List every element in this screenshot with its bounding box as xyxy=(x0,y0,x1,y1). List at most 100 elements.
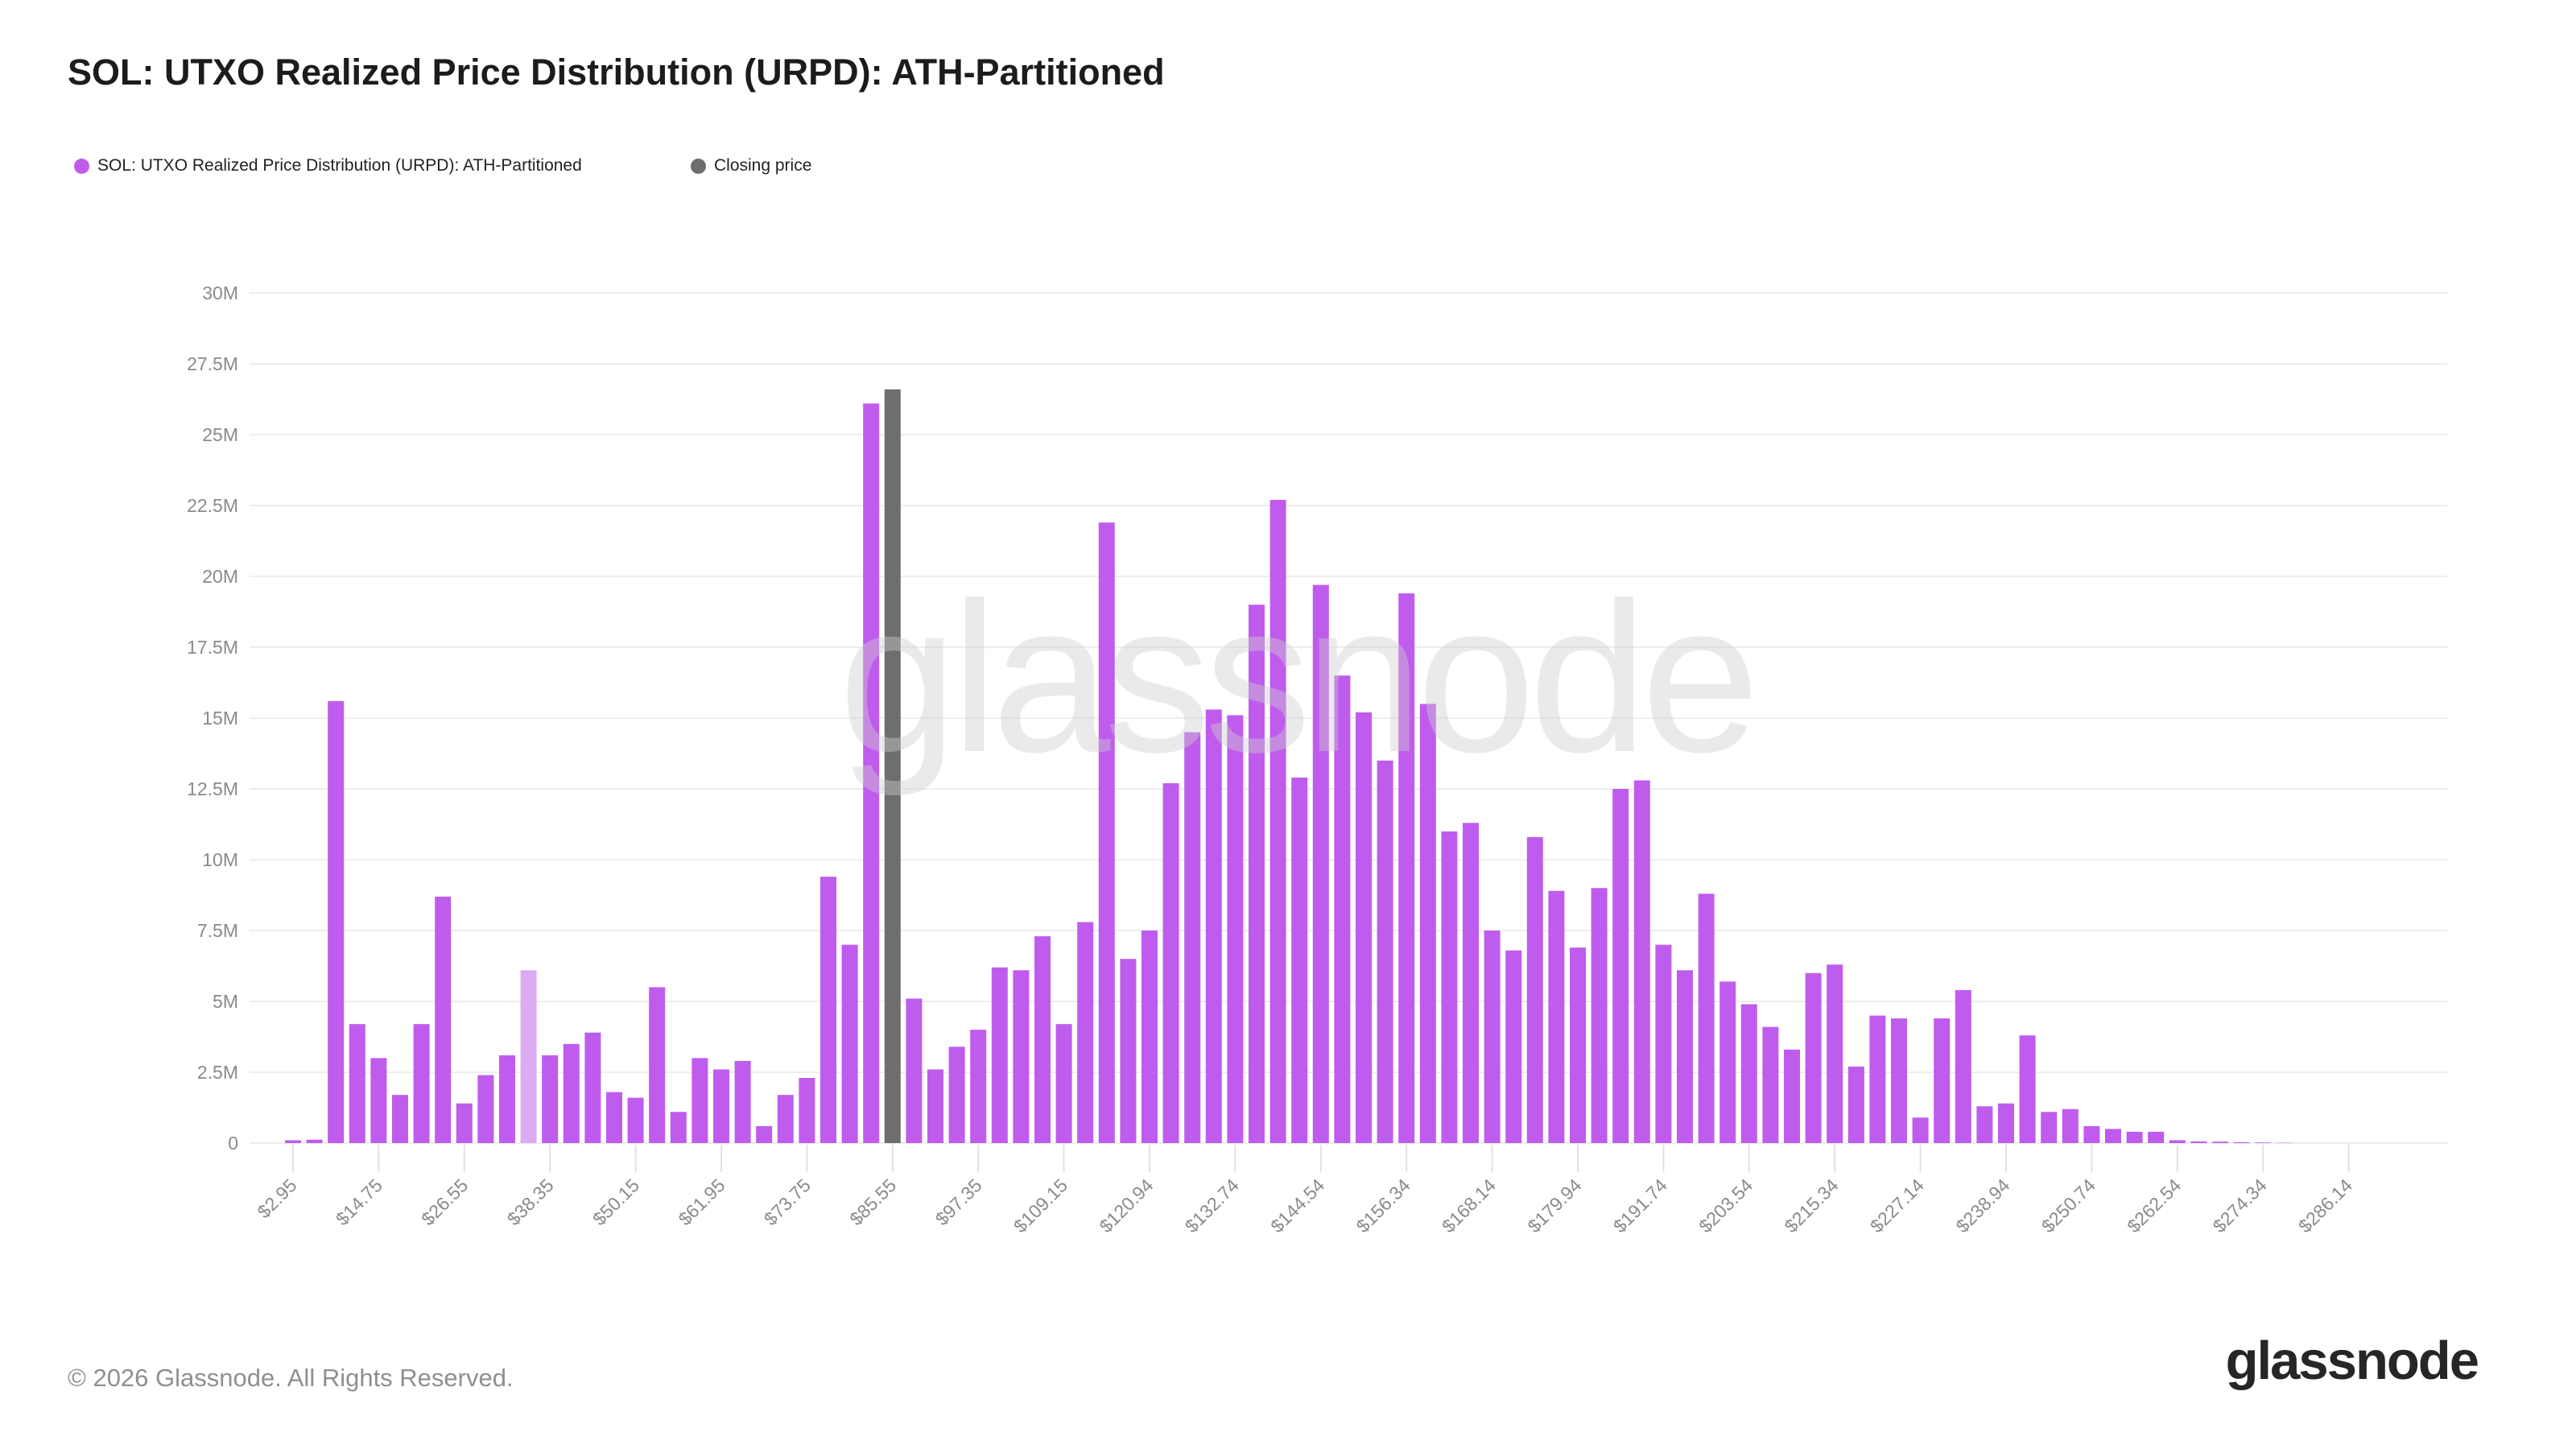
y-tick-label: 20M xyxy=(202,566,238,587)
y-tick-label: 5M xyxy=(213,991,238,1012)
supply-bar xyxy=(734,1060,751,1143)
x-tick-label: $179.94 xyxy=(1523,1174,1585,1236)
supply-bar xyxy=(520,970,537,1143)
x-tick-label: $168.14 xyxy=(1438,1174,1500,1236)
supply-bar xyxy=(1184,732,1201,1143)
supply-bar xyxy=(1633,780,1650,1143)
supply-bar xyxy=(906,998,923,1143)
x-tick-label: $191.74 xyxy=(1609,1174,1671,1236)
supply-bar xyxy=(435,896,452,1143)
legend-label-closing-price: Closing price xyxy=(714,156,812,175)
x-tick-label: $286.14 xyxy=(2294,1174,2356,1236)
supply-bar xyxy=(1077,922,1094,1143)
x-tick-label: $109.15 xyxy=(1009,1174,1071,1236)
supply-bar xyxy=(1377,760,1393,1143)
x-tick-label: $73.75 xyxy=(760,1174,815,1229)
x-tick-label: $50.15 xyxy=(588,1174,643,1229)
supply-bar xyxy=(1827,964,1843,1143)
x-tick-label: $26.55 xyxy=(417,1174,472,1229)
x-tick-label: $38.35 xyxy=(503,1174,558,1229)
y-tick-label: 12.5M xyxy=(187,778,238,799)
supply-bar xyxy=(2255,1142,2272,1143)
supply-bar xyxy=(542,1055,559,1143)
x-tick-label: $120.94 xyxy=(1095,1174,1157,1236)
supply-bar xyxy=(1655,944,1672,1143)
x-tick-label: $85.55 xyxy=(845,1174,900,1229)
supply-bar xyxy=(413,1024,430,1143)
x-tick-label: $203.54 xyxy=(1695,1174,1757,1236)
supply-bar xyxy=(1249,605,1265,1143)
legend-item-urpd[interactable]: SOL: UTXO Realized Price Distribution (U… xyxy=(74,156,582,175)
supply-bar xyxy=(820,877,836,1143)
supply-bar xyxy=(2041,1112,2058,1143)
supply-bar xyxy=(649,987,666,1143)
x-tick-label: $238.94 xyxy=(1951,1174,2013,1236)
supply-bar xyxy=(392,1095,408,1143)
supply-bar xyxy=(1677,970,1693,1143)
supply-bar xyxy=(991,967,1008,1143)
supply-bar xyxy=(1740,1004,1757,1143)
x-tick-label: $215.34 xyxy=(1781,1174,1843,1236)
supply-bar xyxy=(2212,1141,2228,1143)
supply-bar xyxy=(1719,981,1736,1143)
supply-bar xyxy=(970,1030,987,1143)
supply-bar xyxy=(863,403,880,1143)
supply-bar xyxy=(1098,522,1115,1143)
supply-bar xyxy=(1419,704,1436,1143)
legend-item-closing-price[interactable]: Closing price xyxy=(691,156,811,175)
supply-bar xyxy=(1698,894,1715,1143)
supply-bar xyxy=(1762,1026,1779,1143)
y-tick-label: 10M xyxy=(202,849,238,870)
supply-bar xyxy=(1034,936,1051,1143)
supply-bar xyxy=(1356,712,1372,1143)
supply-bar xyxy=(670,1112,687,1143)
supply-bar xyxy=(456,1103,473,1143)
supply-bar xyxy=(1570,947,1586,1143)
supply-bar xyxy=(1955,989,1971,1143)
supply-bar xyxy=(1805,972,1822,1143)
glassnode-logo: glassnode xyxy=(2225,1331,2479,1391)
supply-bar xyxy=(328,700,345,1143)
supply-bar xyxy=(1847,1066,1864,1143)
supply-bar xyxy=(306,1139,323,1143)
supply-bar xyxy=(1291,777,1308,1143)
supply-bar xyxy=(1784,1049,1800,1143)
supply-bar xyxy=(1912,1117,1929,1143)
supply-bar xyxy=(1141,931,1158,1143)
supply-bar xyxy=(1612,789,1629,1143)
supply-bar xyxy=(1463,823,1479,1143)
x-tick-label: $132.74 xyxy=(1181,1174,1243,1236)
x-tick-label: $144.54 xyxy=(1266,1174,1328,1236)
supply-bar xyxy=(948,1046,965,1143)
supply-bar xyxy=(1976,1106,1993,1143)
supply-bar xyxy=(1013,970,1030,1143)
supply-bar xyxy=(1934,1018,1951,1143)
supply-bar xyxy=(1334,675,1351,1143)
supply-bar xyxy=(563,1043,580,1143)
supply-bar xyxy=(2062,1108,2079,1143)
x-tick-label: $2.95 xyxy=(253,1174,300,1222)
supply-bar xyxy=(1548,890,1565,1143)
supply-bar xyxy=(584,1032,601,1143)
chart-title: SOL: UTXO Realized Price Distribution (U… xyxy=(68,52,1165,93)
supply-bar xyxy=(1162,782,1179,1143)
x-tick-label: $274.34 xyxy=(2209,1174,2271,1236)
x-tick-label: $227.14 xyxy=(1866,1174,1928,1236)
supply-bar xyxy=(927,1069,943,1143)
y-tick-label: 15M xyxy=(202,708,238,729)
y-axis-labels: 0 2.5M 5M 7.5M 10M 12.5M 15M 17.5M 20M 22.5M 25M 27… xyxy=(187,283,238,1154)
x-tick-label: $250.74 xyxy=(2037,1174,2099,1236)
x-tick-label: $61.95 xyxy=(674,1174,729,1229)
x-tick-label: $14.75 xyxy=(332,1174,386,1229)
supply-bar xyxy=(841,944,858,1143)
supply-bar xyxy=(2233,1141,2250,1143)
supply-bar xyxy=(606,1092,622,1143)
y-tick-label: 25M xyxy=(202,424,238,445)
legend-dot-closing-price-icon xyxy=(691,158,706,174)
supply-bar xyxy=(1505,950,1522,1143)
x-tick-label: $262.54 xyxy=(2123,1174,2185,1236)
supply-bar xyxy=(1526,836,1543,1143)
supply-bar xyxy=(285,1140,301,1143)
